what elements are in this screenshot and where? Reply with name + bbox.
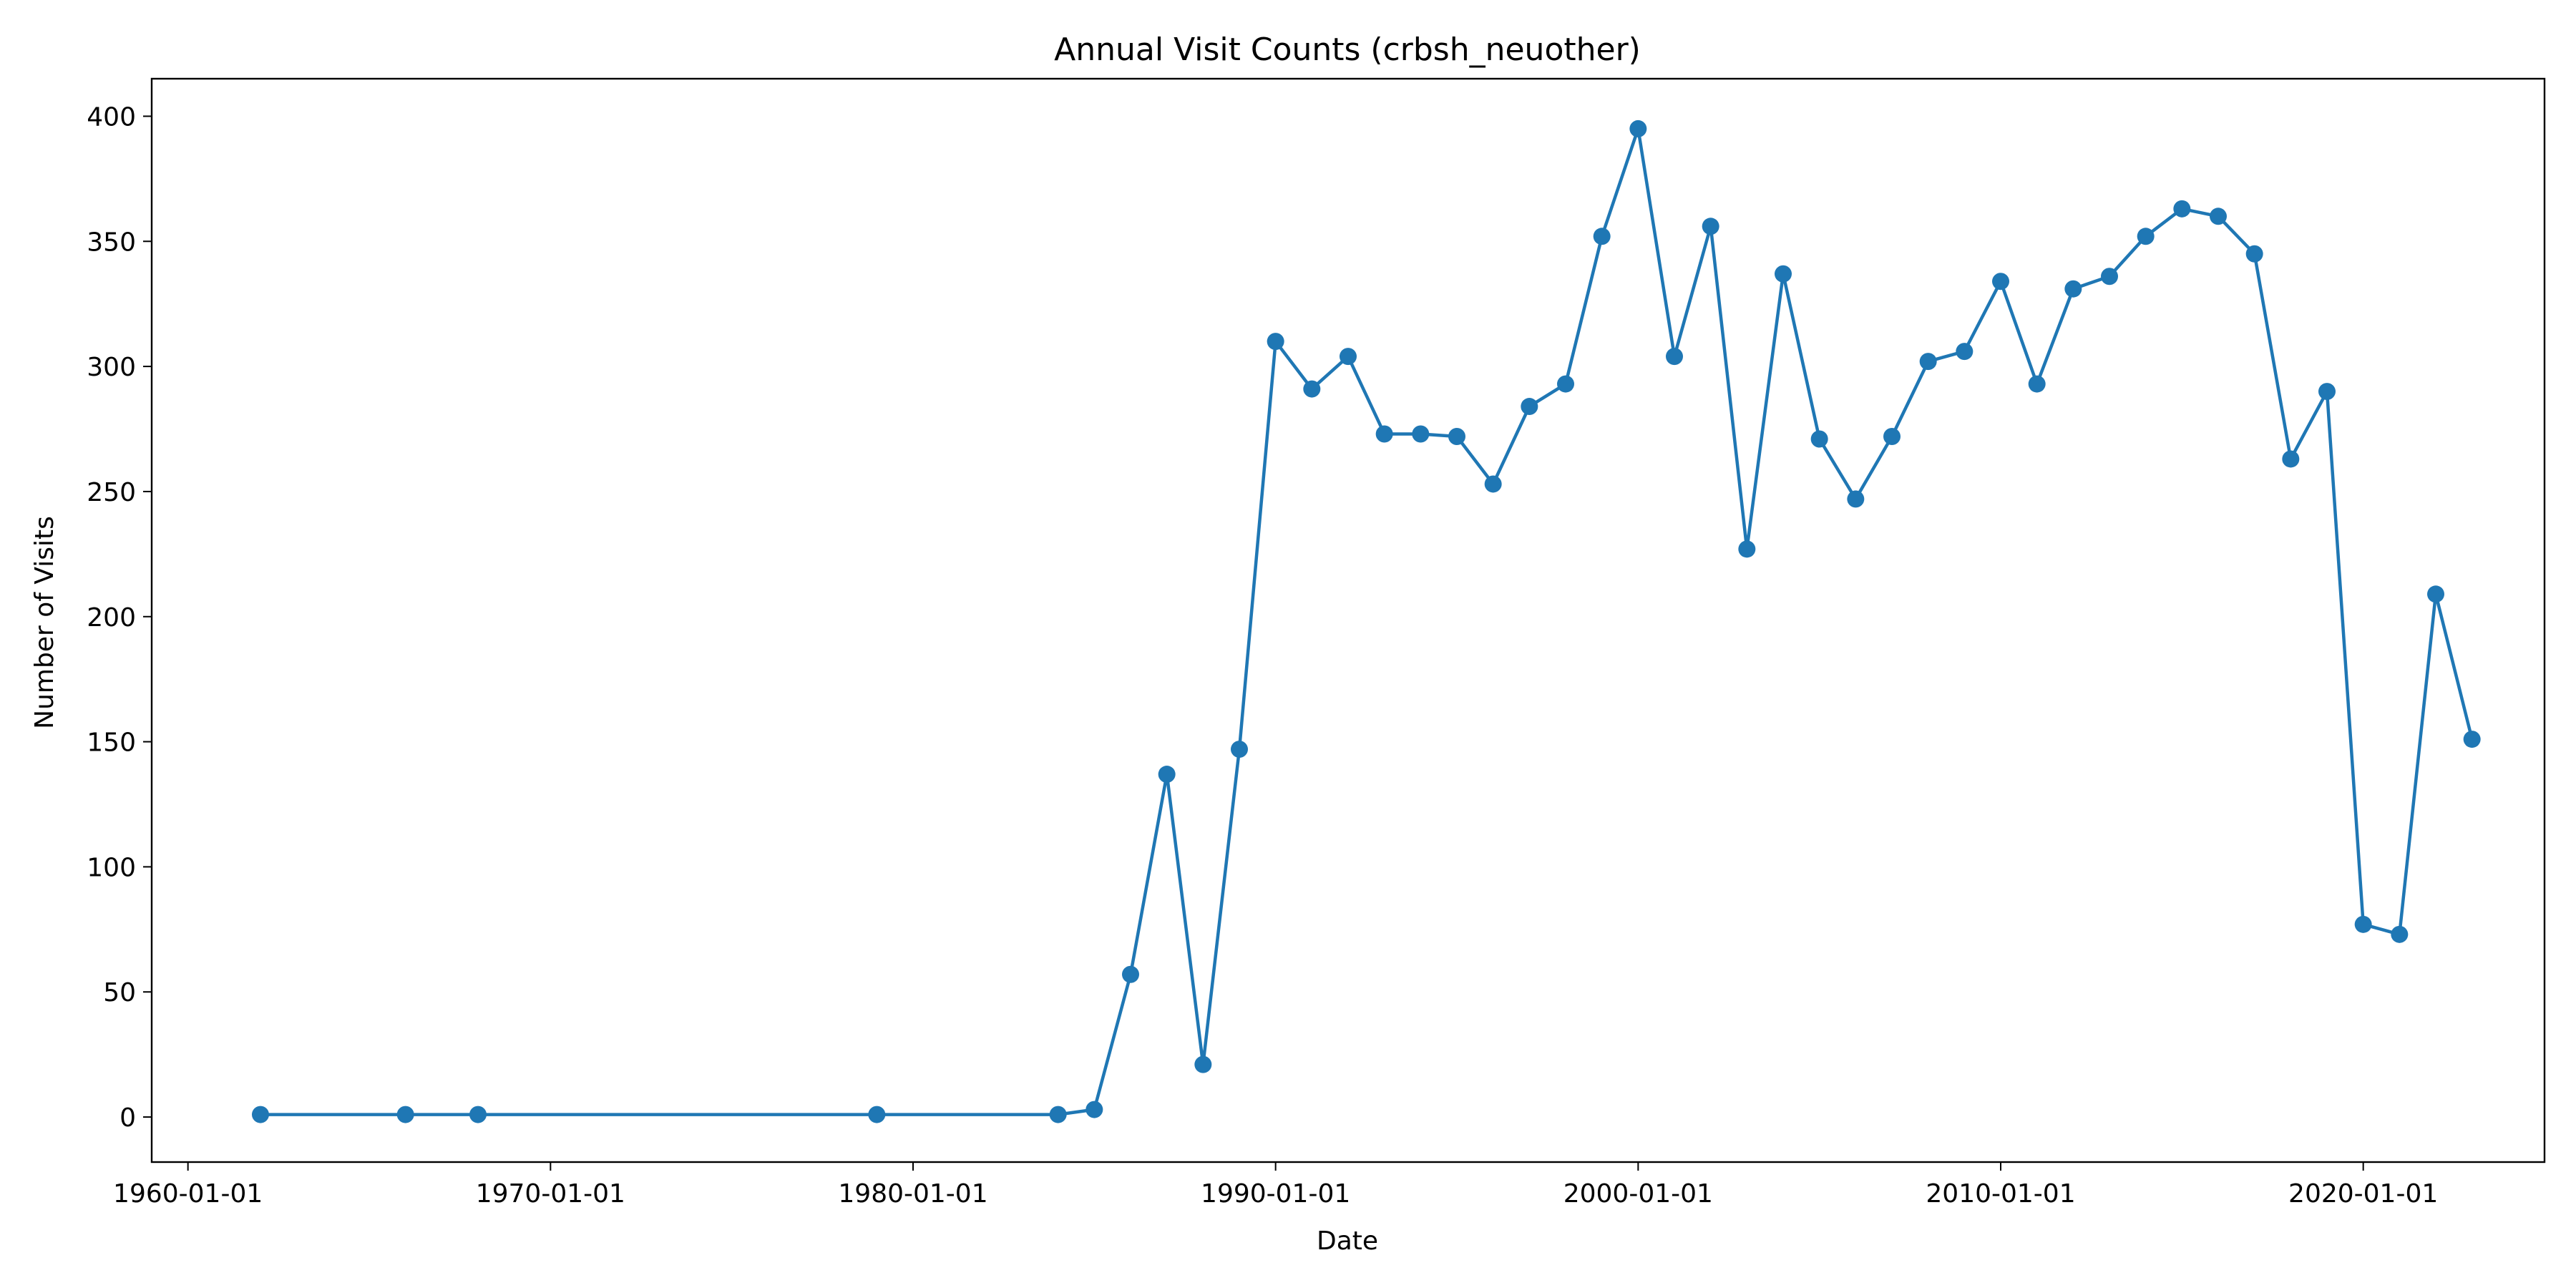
data-point [2210, 208, 2227, 225]
data-point [1557, 375, 1574, 393]
data-point [1194, 1055, 1212, 1073]
data-point [1521, 398, 1538, 416]
data-point [1847, 490, 1865, 508]
data-point [1702, 218, 1719, 235]
data-point [1919, 353, 1937, 371]
data-point [2064, 280, 2082, 298]
x-axis: 1960-01-01 1970-01-01 1980-01-01 1990-01-01… [113, 1162, 2438, 1209]
data-point [2318, 383, 2336, 401]
y-tick-label: 400 [87, 102, 136, 132]
data-point [2137, 228, 2155, 245]
data-point [469, 1106, 487, 1123]
data-point [1956, 343, 1974, 361]
y-axis: 0 50 100 150 200 250 300 350 400 [87, 102, 152, 1133]
data-point [1484, 475, 1502, 493]
data-point [2463, 731, 2481, 748]
data-point [1810, 430, 1828, 448]
data-point [252, 1106, 269, 1123]
x-axis-label: Date [1317, 1226, 1378, 1256]
x-tick-label: 2000-01-01 [1563, 1179, 1713, 1209]
data-point [1448, 428, 1465, 446]
data-point [1992, 273, 2009, 291]
x-tick-label: 1980-01-01 [838, 1179, 987, 1209]
data-point [1049, 1106, 1067, 1123]
y-tick-label: 0 [119, 1103, 136, 1133]
data-series [252, 119, 2481, 1123]
data-point [1738, 540, 1756, 558]
data-point [2028, 375, 2046, 393]
data-point [2282, 450, 2300, 468]
data-point [1666, 348, 1683, 366]
data-point [1629, 119, 1647, 137]
data-point [1412, 425, 1430, 443]
data-point [1231, 741, 1248, 758]
data-point [1340, 348, 1357, 366]
data-point [868, 1106, 886, 1123]
data-point [2101, 268, 2118, 286]
data-point [1085, 1101, 1103, 1118]
y-tick-label: 250 [87, 478, 136, 507]
x-tick-label: 2010-01-01 [1926, 1179, 2075, 1209]
y-tick-label: 350 [87, 228, 136, 257]
y-axis-label: Number of Visits [30, 516, 59, 729]
x-tick-label: 2020-01-01 [2288, 1179, 2438, 1209]
data-point [1775, 265, 1792, 283]
x-tick-label: 1970-01-01 [476, 1179, 625, 1209]
data-point [1122, 965, 1139, 983]
data-point [2245, 245, 2263, 263]
data-point [1593, 228, 1611, 245]
y-tick-label: 300 [87, 353, 136, 382]
data-point [2354, 915, 2372, 933]
plot-area-frame [150, 77, 2546, 1163]
y-tick-label: 150 [87, 728, 136, 758]
chart-title: Annual Visit Counts (crbsh_neuother) [1054, 31, 1641, 68]
data-point [1883, 428, 1901, 446]
x-tick-label: 1990-01-01 [1201, 1179, 1350, 1209]
data-point [1267, 333, 1284, 351]
y-tick-label: 200 [87, 603, 136, 633]
data-point [1375, 425, 1393, 443]
y-tick-label: 100 [87, 853, 136, 882]
data-point [2427, 585, 2444, 603]
data-point [2173, 200, 2191, 218]
data-point [1303, 380, 1321, 398]
data-point [2391, 925, 2409, 943]
y-tick-label: 50 [103, 978, 136, 1008]
x-tick-label: 1960-01-01 [113, 1179, 263, 1209]
data-point [396, 1106, 414, 1123]
data-point [1158, 766, 1176, 784]
